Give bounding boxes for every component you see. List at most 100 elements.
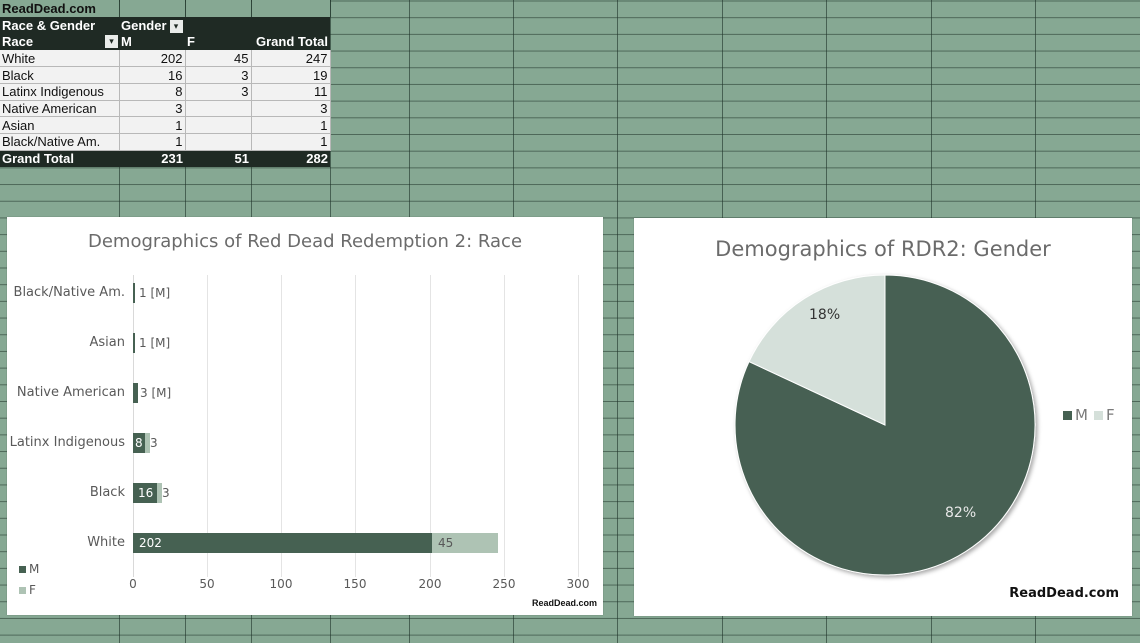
f-cell[interactable] — [185, 133, 252, 151]
row-field-label: Race — [2, 34, 34, 50]
m-cell[interactable]: 1 — [119, 133, 186, 151]
total-cell[interactable]: 3 — [251, 100, 331, 118]
filter-dropdown-icon[interactable]: ▾ — [105, 35, 118, 49]
bar-m[interactable] — [133, 333, 135, 353]
legend-swatch-f — [19, 586, 26, 594]
race-cell[interactable]: White — [0, 50, 120, 68]
legend-swatch-m — [1063, 410, 1072, 420]
category-label: Latinx Indigenous — [9, 435, 125, 450]
x-tick: 0 — [129, 577, 137, 591]
chart-watermark: ReadDead.com — [531, 598, 597, 608]
bar-label: 3 [M] — [140, 386, 172, 400]
bar-label: 8 — [135, 436, 143, 450]
table-row[interactable]: Native American 3 3 — [0, 100, 331, 118]
table-row[interactable]: Black 16 3 19 — [0, 66, 331, 84]
chart-title: Demographics of RDR2: Gender — [715, 237, 1051, 261]
bar-label: 202 — [139, 536, 162, 550]
category-label: Black — [89, 485, 125, 500]
bar-label: 3 — [162, 486, 170, 500]
gridline — [207, 275, 208, 577]
bar-m[interactable] — [133, 283, 135, 303]
table-row[interactable]: White 202 45 247 — [0, 50, 331, 68]
m-cell[interactable]: 1 — [119, 116, 186, 134]
x-tick: 200 — [418, 577, 442, 591]
bar-f[interactable] — [157, 483, 162, 503]
grand-total-row[interactable]: Grand Total 231 51 282 — [0, 150, 330, 167]
bar-label: 3 — [150, 436, 158, 450]
total-cell[interactable]: 247 — [251, 50, 331, 68]
legend-label[interactable]: F — [1105, 406, 1115, 424]
f-cell[interactable] — [185, 116, 252, 134]
f-cell[interactable] — [185, 100, 252, 118]
gridline — [133, 275, 134, 577]
legend-label[interactable]: M — [1075, 406, 1088, 424]
category-label: Native American — [16, 385, 125, 400]
row-field-header[interactable]: Race ▾ — [0, 33, 119, 51]
table-row[interactable]: Latinx Indigenous 8 3 11 — [0, 83, 331, 101]
brand-cell[interactable]: ReadDead.com — [0, 0, 120, 17]
grand-total-all[interactable]: 282 — [251, 150, 330, 167]
bar-label: 45 — [438, 536, 454, 550]
cell[interactable] — [119, 0, 186, 17]
gender-pie-chart[interactable]: Demographics of RDR2: Gender 18% 82% M F… — [634, 218, 1132, 616]
bar-f[interactable] — [145, 433, 150, 453]
col-header-m[interactable]: M — [119, 33, 185, 51]
total-cell[interactable]: 11 — [251, 83, 331, 101]
legend-item-m[interactable]: M — [19, 562, 39, 576]
cell[interactable] — [185, 0, 252, 17]
filter-dropdown-icon[interactable]: ▾ — [169, 19, 183, 33]
m-cell[interactable]: 16 — [119, 66, 186, 84]
table-row[interactable]: Asian 1 1 — [0, 116, 331, 134]
table-row[interactable]: Black/Native Am. 1 1 — [0, 133, 331, 151]
x-tick: 150 — [343, 577, 367, 591]
total-cell[interactable]: 19 — [251, 66, 331, 84]
chart-title: Demographics of Red Dead Redemption 2: R… — [87, 231, 523, 252]
pie-slice-f — [748, 274, 886, 426]
race-cell[interactable]: Black — [0, 66, 120, 84]
f-cell[interactable]: 45 — [185, 50, 252, 68]
race-cell[interactable]: Black/Native Am. — [0, 133, 120, 151]
legend-swatch-f — [1093, 410, 1103, 420]
race-cell[interactable]: Native American — [0, 100, 120, 118]
pivot-table[interactable]: ReadDead.com Race & Gender Gender ▾ Race … — [0, 0, 331, 167]
category-label: Asian — [89, 335, 125, 350]
total-cell[interactable]: 1 — [251, 133, 331, 151]
m-cell[interactable]: 3 — [119, 100, 186, 118]
chart-watermark: ReadDead.com — [1009, 586, 1119, 601]
bar-m[interactable] — [133, 533, 432, 553]
total-cell[interactable]: 1 — [251, 116, 331, 134]
race-cell[interactable]: Latinx Indigenous — [0, 83, 120, 101]
f-cell[interactable]: 3 — [185, 66, 252, 84]
bar-f[interactable] — [432, 533, 498, 553]
f-cell[interactable]: 3 — [185, 83, 252, 101]
column-field-label: Gender — [121, 17, 167, 33]
legend-item-f[interactable]: F — [19, 583, 36, 597]
grand-total-m[interactable]: 231 — [119, 150, 185, 167]
x-tick: 100 — [269, 577, 293, 591]
col-header-grand-total[interactable]: Grand Total — [251, 33, 330, 51]
sheet-gridline — [617, 0, 618, 643]
race-bar-chart[interactable]: Demographics of Red Dead Redemption 2: R… — [7, 217, 603, 615]
x-tick: 300 — [566, 577, 590, 591]
bar-m[interactable] — [133, 433, 145, 453]
gridline — [578, 275, 579, 577]
gridline — [355, 275, 356, 577]
bar-label: 16 — [138, 486, 154, 500]
category-label: White — [87, 535, 125, 550]
grand-total-f[interactable]: 51 — [185, 150, 251, 167]
bar-m[interactable] — [133, 483, 157, 503]
col-header-f[interactable]: F — [185, 33, 251, 51]
pivot-title[interactable]: Race & Gender — [0, 16, 119, 34]
legend-label: M — [29, 562, 40, 576]
column-field-header[interactable]: Gender ▾ — [119, 16, 330, 34]
race-cell[interactable]: Asian — [0, 116, 120, 134]
m-cell[interactable]: 202 — [119, 50, 186, 68]
m-cell[interactable]: 8 — [119, 83, 186, 101]
legend-swatch-m — [19, 565, 26, 573]
grand-total-label[interactable]: Grand Total — [0, 150, 119, 167]
pie-legend: M F — [1063, 406, 1115, 424]
pie-label-m: 82% — [945, 505, 977, 521]
bar-m[interactable] — [133, 383, 138, 403]
cell[interactable] — [251, 0, 331, 17]
x-tick: 250 — [492, 577, 516, 591]
